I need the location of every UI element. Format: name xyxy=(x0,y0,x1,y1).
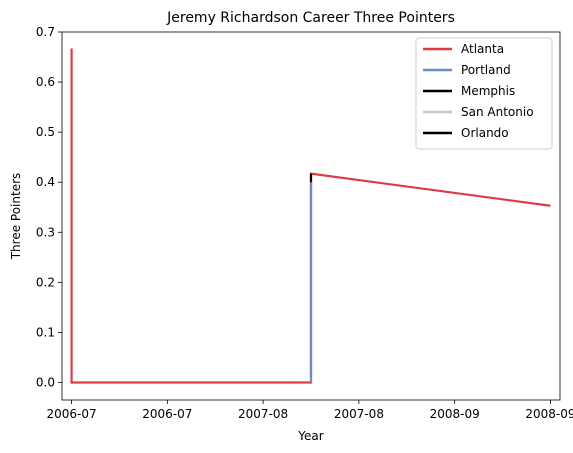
x-tick-label: 2006-07 xyxy=(142,407,192,421)
y-tick-label: 0.0 xyxy=(36,375,55,389)
y-tick-label: 0.6 xyxy=(36,75,55,89)
y-tick-label: 0.4 xyxy=(36,175,55,189)
legend-label: Orlando xyxy=(461,126,509,140)
legend-label: San Antonio xyxy=(461,105,534,119)
chart-title: Jeremy Richardson Career Three Pointers xyxy=(166,10,455,26)
y-axis: 0.0 0.1 0.2 0.3 0.4 0.5 0.6 0.7 xyxy=(36,25,62,389)
x-tick-label: 2007-08 xyxy=(334,407,384,421)
y-axis-label: Three Pointers xyxy=(9,173,23,261)
x-tick-label: 2007-08 xyxy=(238,407,288,421)
x-axis-label: Year xyxy=(297,429,323,443)
legend-label: Portland xyxy=(461,63,511,77)
x-tick-label: 2008-09 xyxy=(525,407,573,421)
legend-label: Atlanta xyxy=(461,42,504,56)
y-tick-label: 0.2 xyxy=(36,275,55,289)
plot-frame xyxy=(61,31,561,401)
x-axis: 2006-07 2006-07 2007-08 2007-08 2008-09 2008-… xyxy=(47,400,573,421)
x-tick-label: 2008-09 xyxy=(430,407,480,421)
y-tick-label: 0.5 xyxy=(36,125,55,139)
x-tick-label: 2006-07 xyxy=(47,407,97,421)
plot-lines xyxy=(70,48,551,384)
legend-frame xyxy=(415,37,553,150)
legend: Atlanta Portland Memphis San Antonio Orlando xyxy=(415,37,553,150)
legend-label: Memphis xyxy=(461,84,515,98)
y-tick-label: 0.1 xyxy=(36,325,55,339)
y-tick-label: 0.3 xyxy=(36,225,55,239)
y-tick-label: 0.7 xyxy=(36,25,55,39)
